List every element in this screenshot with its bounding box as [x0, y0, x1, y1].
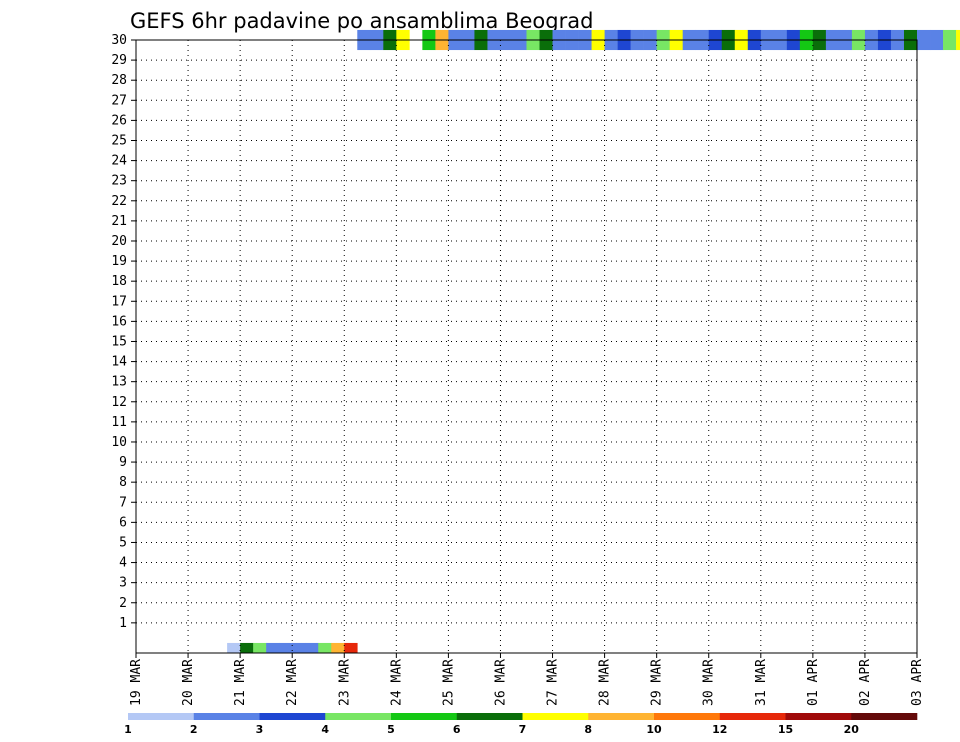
colorbar-swatch — [325, 713, 392, 720]
data-cell — [344, 642, 358, 653]
plot-frame — [135, 39, 918, 654]
data-cell — [917, 29, 931, 51]
y-tick-label: 23 — [111, 174, 127, 189]
colorbar-swatch — [128, 713, 195, 720]
y-tick-label: 29 — [111, 53, 127, 68]
grid-layer — [135, 39, 918, 653]
y-tick-label: 19 — [111, 254, 127, 269]
y-tick-label: 28 — [111, 73, 127, 88]
colorbar-swatch — [851, 713, 918, 720]
y-axis: 1234567891011121314151617181920212223242… — [111, 33, 136, 631]
colorbar-swatch — [654, 713, 721, 720]
y-tick-label: 12 — [111, 395, 127, 410]
y-tick-label: 10 — [111, 435, 127, 450]
colorbar-label: 10 — [646, 723, 662, 736]
y-tick-label: 14 — [111, 355, 127, 370]
y-tick-label: 21 — [111, 214, 127, 229]
y-tick-label: 18 — [111, 274, 127, 289]
chart-title: GEFS 6hr padavine po ansamblima Beograd — [130, 9, 593, 33]
x-tick-label: 02 APR — [858, 659, 873, 706]
colorbar-label: 8 — [584, 723, 592, 736]
colorbar-label: 6 — [453, 723, 461, 736]
y-tick-label: 20 — [111, 234, 127, 249]
data-cell — [266, 642, 280, 653]
colorbar-swatch — [391, 713, 458, 720]
colorbar-label: 15 — [778, 723, 793, 736]
x-tick-label: 21 MAR — [233, 659, 248, 706]
y-tick-label: 1 — [119, 616, 127, 631]
y-tick-label: 16 — [111, 314, 127, 329]
y-tick-label: 4 — [119, 556, 127, 571]
colorbar-label: 1 — [124, 723, 132, 736]
y-tick-label: 15 — [111, 334, 127, 349]
x-tick-label: 19 MAR — [129, 659, 144, 706]
y-tick-label: 6 — [119, 515, 127, 530]
colorbar-swatch — [193, 713, 260, 720]
x-tick-label: 01 APR — [806, 659, 821, 706]
colorbar-label: 12 — [712, 723, 727, 736]
y-tick-label: 8 — [119, 475, 127, 490]
data-cell — [292, 642, 306, 653]
x-tick-label: 23 MAR — [337, 659, 352, 706]
x-tick-label: 31 MAR — [754, 659, 769, 706]
colorbar-swatch — [719, 713, 786, 720]
colorbar-swatch — [785, 713, 852, 720]
y-tick-label: 3 — [119, 576, 127, 591]
colorbar-swatch — [588, 713, 655, 720]
colorbar-label: 7 — [519, 723, 527, 736]
colorbar-label: 3 — [256, 723, 264, 736]
colorbar-label: 4 — [321, 723, 329, 736]
y-tick-label: 7 — [119, 495, 127, 510]
x-tick-label: 29 MAR — [650, 659, 665, 706]
y-tick-label: 22 — [111, 194, 127, 209]
cell-layer — [227, 29, 960, 653]
colorbar-label: 20 — [844, 723, 860, 736]
y-tick-label: 27 — [111, 93, 127, 108]
y-tick-label: 25 — [111, 133, 127, 148]
x-tick-label: 03 APR — [910, 659, 925, 706]
y-tick-label: 17 — [111, 294, 127, 309]
x-axis: 19 MAR 20 MAR 21 MAR 22 MAR 23 MAR 24 MAR 25 M… — [129, 653, 925, 706]
y-tick-label: 26 — [111, 113, 127, 128]
colorbar: 1 2 3 4 5 6 7 8 10 12 15 20 — [124, 713, 918, 736]
y-tick-label: 13 — [111, 375, 127, 390]
x-tick-label: 27 MAR — [546, 659, 561, 706]
data-cell — [956, 29, 960, 51]
data-cell — [253, 642, 267, 653]
x-tick-label: 24 MAR — [389, 659, 404, 706]
data-cell — [279, 642, 293, 653]
y-tick-label: 2 — [119, 596, 127, 611]
data-cell — [943, 29, 957, 51]
colorbar-label: 2 — [190, 723, 198, 736]
x-tick-label: 25 MAR — [441, 659, 456, 706]
y-tick-label: 9 — [119, 455, 127, 470]
colorbar-swatch — [259, 713, 326, 720]
data-cell — [240, 642, 254, 653]
colorbar-swatch — [456, 713, 523, 720]
x-tick-label: 30 MAR — [702, 659, 717, 706]
y-tick-label: 30 — [111, 33, 127, 48]
data-cell — [227, 642, 241, 653]
colorbar-label: 5 — [387, 723, 395, 736]
y-tick-label: 5 — [119, 535, 127, 550]
data-cell — [930, 29, 944, 51]
data-cell — [305, 642, 319, 653]
data-cell — [331, 642, 345, 653]
y-tick-label: 11 — [111, 415, 127, 430]
x-tick-label: 20 MAR — [181, 659, 196, 706]
x-tick-label: 22 MAR — [285, 659, 300, 706]
colorbar-swatch — [522, 713, 589, 720]
x-tick-label: 28 MAR — [598, 659, 613, 706]
data-cell — [318, 642, 332, 653]
y-tick-label: 24 — [111, 154, 127, 169]
x-tick-label: 26 MAR — [493, 659, 508, 706]
